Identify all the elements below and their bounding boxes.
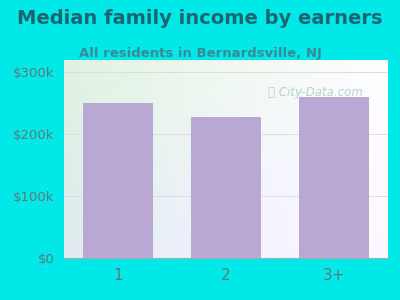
Text: All residents in Bernardsville, NJ: All residents in Bernardsville, NJ: [78, 46, 322, 59]
Bar: [83, 103, 153, 258]
Bar: [191, 117, 261, 258]
Text: ⓘ City-Data.com: ⓘ City-Data.com: [268, 86, 363, 99]
Bar: [299, 97, 369, 258]
Text: Median family income by earners: Median family income by earners: [17, 9, 383, 28]
